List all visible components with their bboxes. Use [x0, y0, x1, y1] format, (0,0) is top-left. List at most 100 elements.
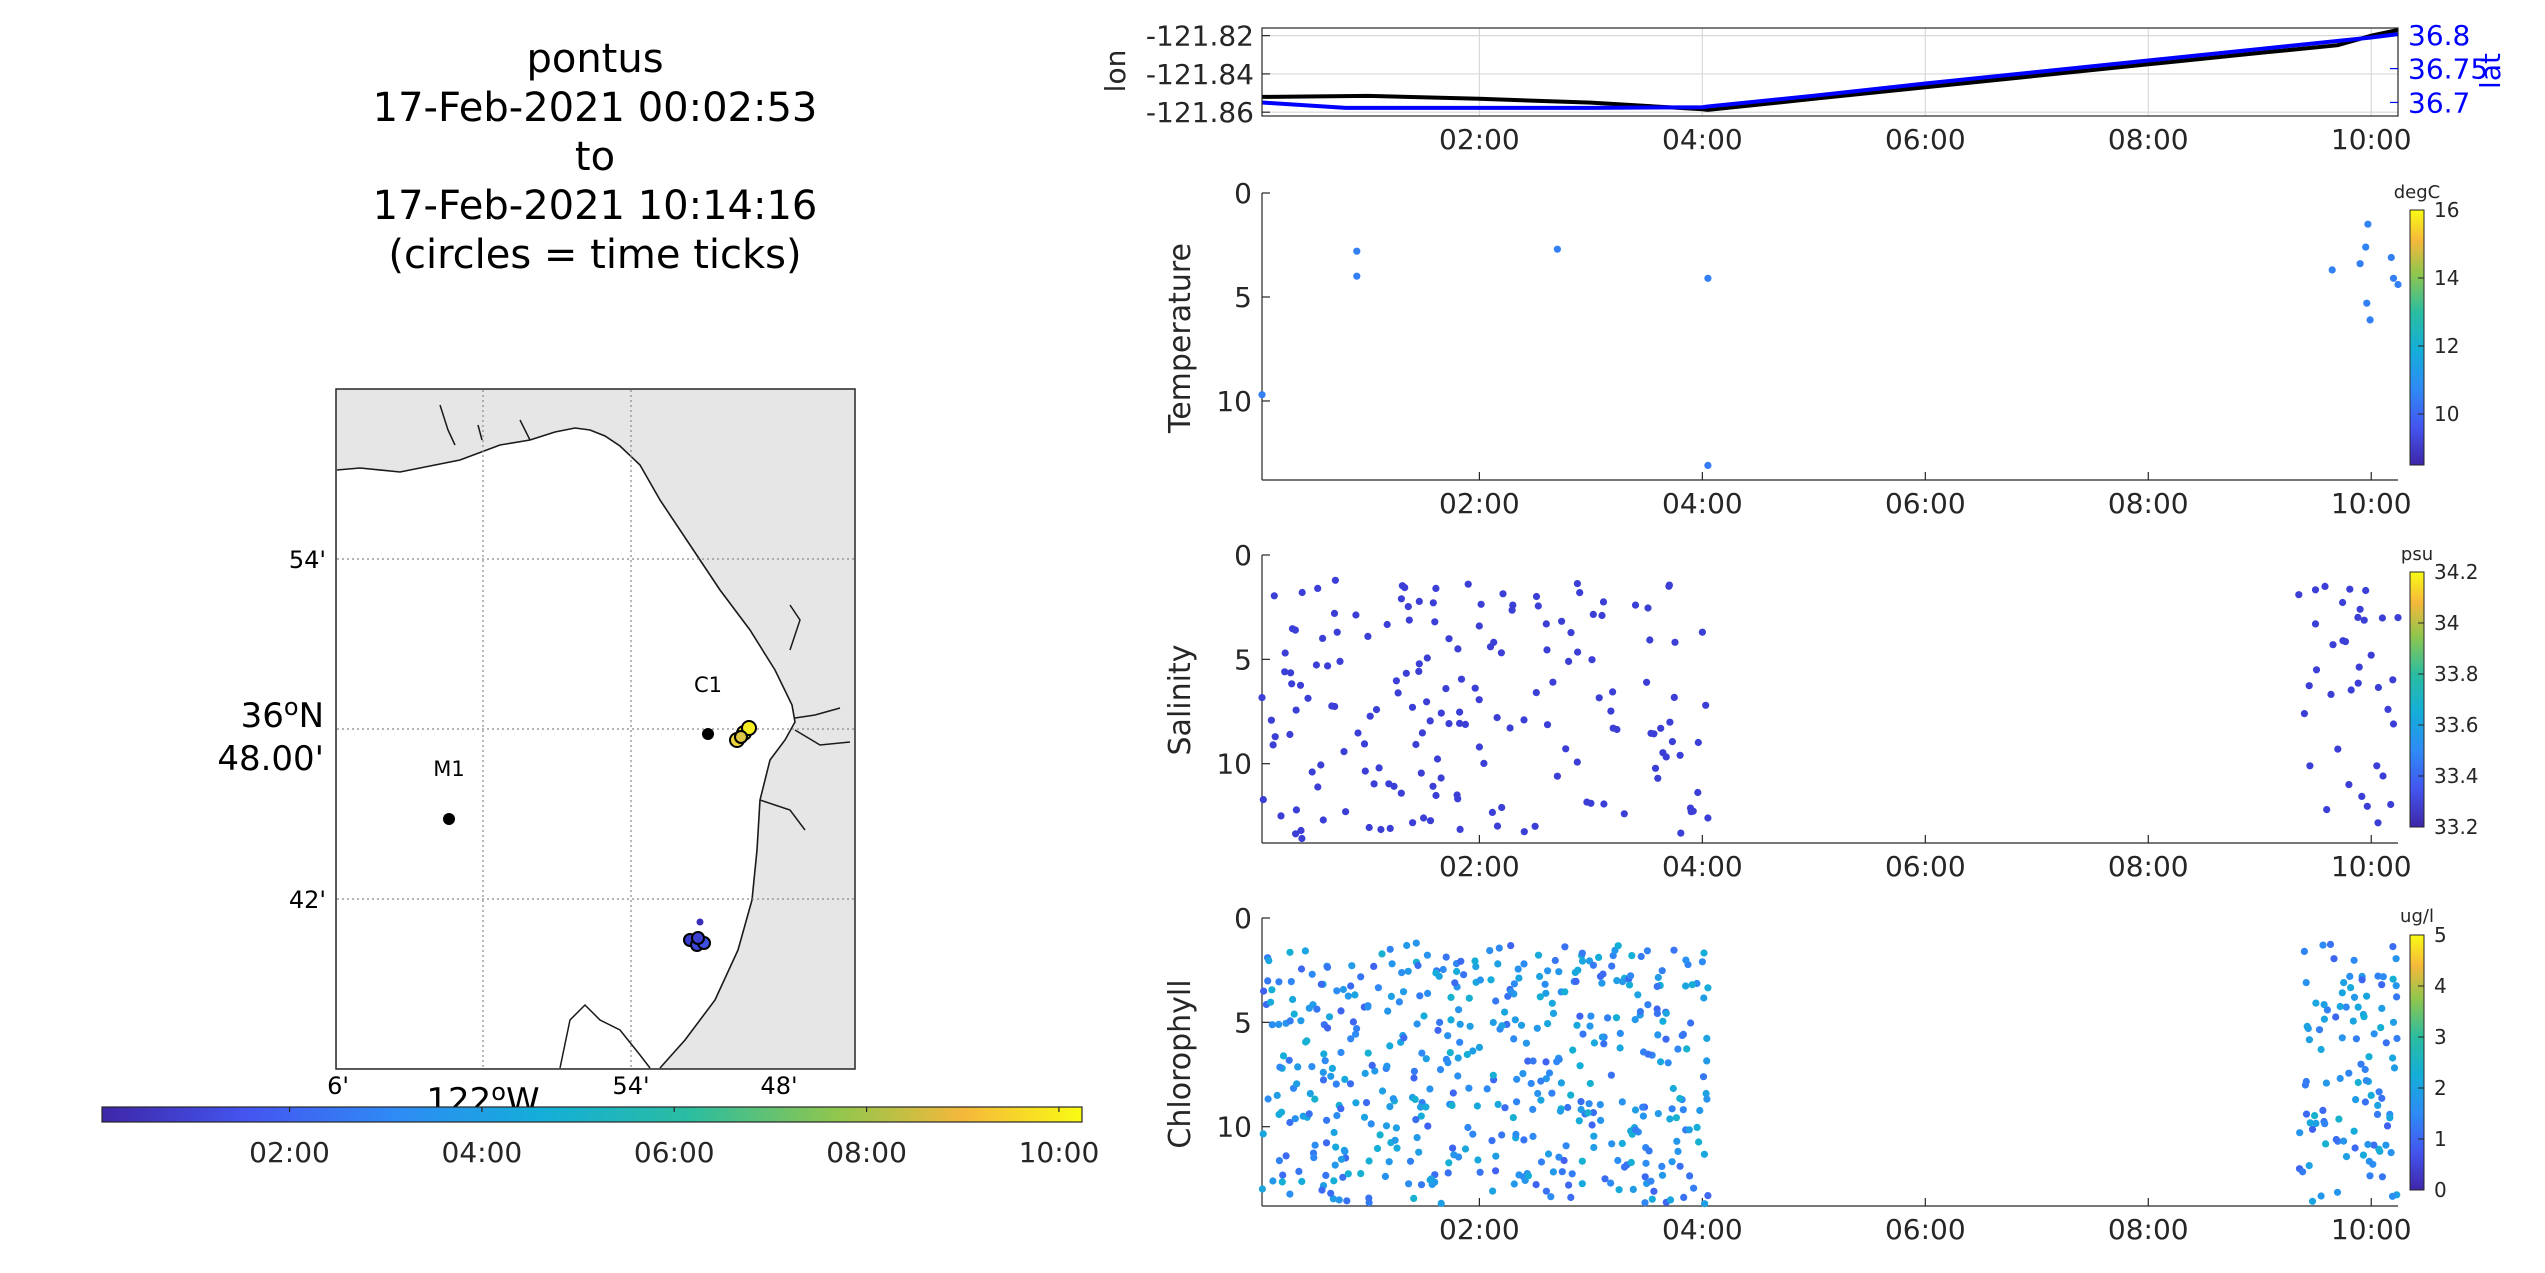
panel-salinity-point [1477, 600, 1485, 608]
panel-chlorophyll-point [1700, 1150, 1708, 1158]
panel-chlorophyll-point [1644, 1001, 1652, 1009]
panel-lonlat-grid [1262, 28, 2398, 116]
panel-chlorophyll-point [1618, 1139, 1626, 1148]
panel-salinity-point [1643, 678, 1651, 686]
panel-salinity-point [1671, 638, 1679, 646]
panel-chlorophyll-point [2332, 1013, 2340, 1021]
panel-chlorophyll-point [1616, 1029, 1624, 1037]
panel-salinity-point [1609, 688, 1617, 696]
panel-chlorophyll-xtick-label: 06:00 [1885, 1213, 1966, 1246]
panel-chlorophyll-point [1558, 1168, 1566, 1176]
panel-chlorophyll-point [2359, 1151, 2367, 1159]
panel-chlorophyll-point [1507, 942, 1515, 950]
panel-salinity-point [2312, 666, 2321, 674]
panel-chlorophyll-point [1642, 1159, 1650, 1167]
panel-chlorophyll-point [2326, 940, 2335, 949]
panel-chlorophyll-point [1704, 984, 1712, 992]
panel-chlorophyll-point [1548, 1089, 1556, 1097]
panel-chlorophyll-point [1317, 980, 1325, 988]
chlorophyll-colorbar-ticks: 5 4 3 2 1 0 [2418, 923, 2447, 1202]
panel-chlorophyll-point [1393, 1144, 1401, 1152]
panel-chlorophyll-point [2361, 1098, 2369, 1106]
panel-salinity-point [1431, 618, 1439, 626]
panel-chlorophyll-point [2374, 972, 2382, 980]
title-end-time: 17-Feb-2021 10:14:16 [372, 183, 818, 229]
panel-chlorophyll-point [2350, 993, 2359, 1001]
panel-chlorophyll-point [2361, 1065, 2369, 1074]
panel-chlorophyll-point [1618, 1098, 1626, 1106]
panel-salinity-point [1702, 701, 1710, 709]
panel-chlorophyll-point [1561, 943, 1569, 951]
panel-chlorophyll-point [1291, 1115, 1299, 1123]
panel-chlorophyll-point [1410, 1194, 1418, 1202]
panel-temperature-xtick-label: 04:00 [1662, 487, 1743, 520]
panel-chlorophyll-point [1469, 1130, 1477, 1138]
panel-chlorophyll-point [1612, 1014, 1621, 1022]
panel-chlorophyll-point [2317, 1045, 2325, 1054]
panel-chlorophyll-point [1347, 1035, 1355, 1043]
panel-lonlat-xtick-label: 02:00 [1439, 123, 1520, 156]
panel-chlorophyll-point [1367, 1120, 1375, 1128]
panel-chlorophyll-point [1654, 1110, 1662, 1118]
panel-salinity-point [1412, 740, 1420, 749]
time-colorbar-tick-label: 06:00 [634, 1136, 715, 1169]
panel-chlorophyll-point [1513, 1075, 1521, 1083]
panel-salinity-point [1456, 708, 1464, 716]
panel-temperature-xtick-label: 10:00 [2331, 487, 2412, 520]
panel-chlorophyll-point [1614, 1156, 1622, 1165]
panel-chlorophyll-point [1476, 1168, 1484, 1176]
panel-chlorophyll-point [2358, 976, 2366, 984]
panel-chlorophyll-point [2352, 1035, 2360, 1043]
panel-chlorophyll-point [1644, 1050, 1652, 1058]
panel-salinity-point [1386, 824, 1394, 833]
panel-salinity-point [1372, 706, 1381, 714]
panel-chlorophyll-point [2389, 975, 2397, 983]
panel-salinity-point [1317, 761, 1325, 769]
panel-chlorophyll-point [1486, 947, 1494, 955]
panel-chlorophyll-point [1333, 987, 1341, 995]
panel-chlorophyll-point [1674, 1045, 1682, 1053]
panel-chlorophyll-point [1383, 1062, 1391, 1070]
panel-chlorophyll-point [2374, 1101, 2382, 1109]
panel-chlorophyll-point [1701, 1200, 1709, 1208]
panel-salinity-point [1461, 720, 1469, 729]
panel-chlorophyll-point [1488, 1137, 1496, 1145]
panel-chlorophyll-point [1387, 992, 1395, 1001]
panel-salinity-point [1328, 702, 1336, 710]
panel-salinity-point [1574, 648, 1582, 656]
panel-chlorophyll-point [1588, 1121, 1596, 1129]
panel-chlorophyll-point [1489, 1071, 1497, 1079]
panel-chlorophyll-point [1587, 1012, 1595, 1020]
panel-salinity-point [1437, 709, 1445, 717]
panel-salinity-point [1408, 703, 1417, 711]
map-lon-label: 54' [612, 1072, 649, 1100]
panel-chlorophyll-point [1647, 1177, 1655, 1185]
panel-chlorophyll-point [1324, 1024, 1332, 1032]
panel-chlorophyll-point [1601, 1175, 1609, 1183]
panel-chlorophyll-point [2378, 1094, 2386, 1102]
panel-chlorophyll-point [1454, 1054, 1462, 1062]
panel-chlorophyll-point [1700, 949, 1708, 957]
panel-chlorophyll-point [1704, 1192, 1712, 1200]
panel-salinity-point [2355, 663, 2363, 671]
panel-chlorophyll-ytick-label: 10 [1216, 1111, 1252, 1144]
panel-chlorophyll-point [1465, 994, 1473, 1002]
panel-chlorophyll-point [1492, 997, 1500, 1005]
panel-chlorophyll-point [1435, 972, 1443, 980]
panel-salinity-point [1607, 707, 1615, 715]
panel-chlorophyll-point [1337, 1105, 1345, 1113]
panel-chlorophyll-point [1542, 1187, 1550, 1195]
panel-chlorophyll-point [1608, 962, 1616, 970]
panel-salinity-point [2387, 800, 2395, 809]
panel-chlorophyll-point [1494, 1100, 1502, 1108]
panel-chlorophyll-point [2375, 1088, 2383, 1096]
salinity-colorbar-gradient [2409, 571, 2425, 828]
panel-salinity-point [2373, 762, 2381, 770]
panel-salinity-point [2334, 745, 2342, 753]
track-tick-circle [734, 730, 748, 744]
panel-salinity-point [1600, 800, 1608, 808]
panel-chlorophyll-point [1578, 957, 1587, 965]
panel-chlorophyll-point [1629, 1185, 1637, 1193]
panel-salinity-point [1475, 743, 1483, 751]
panel-salinity-point [2379, 772, 2387, 780]
